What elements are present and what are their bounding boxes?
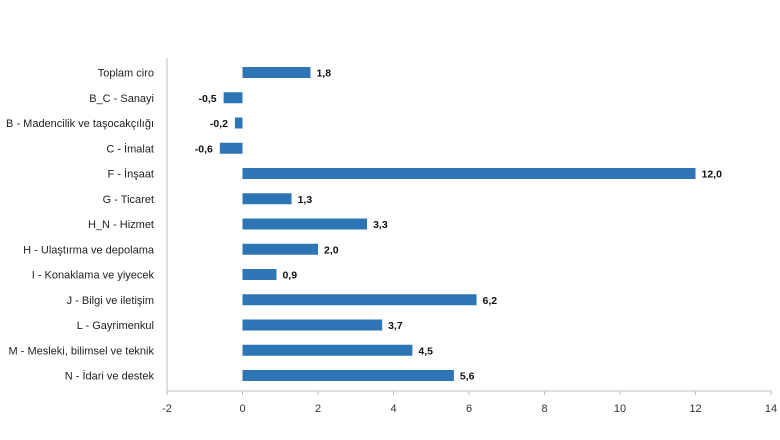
data-label: 3,7 [388, 320, 403, 332]
category-axis: Toplam ciro B_C - Sanayi B - Madencilik ve… [6, 58, 168, 391]
data-label: 0,9 [282, 270, 297, 282]
bar [242, 344, 413, 356]
x-tick-label: 4 [390, 403, 396, 415]
category-label: B_C - Sanayi [89, 93, 154, 105]
category-label: H - Ulaştırma ve depolama [23, 244, 155, 256]
bar [219, 142, 243, 154]
category-label: H_N - Hizmet [88, 219, 154, 231]
category-label: L - Gayrimenkul [77, 320, 154, 332]
bar [242, 370, 454, 381]
bar-series [219, 67, 696, 381]
data-label: 1,3 [298, 194, 313, 206]
data-label: 4,5 [418, 345, 433, 357]
bar [242, 67, 311, 78]
x-tick-label: 0 [239, 403, 245, 415]
x-tick-label: -2 [162, 403, 172, 415]
category-label: G - Ticaret [103, 194, 154, 206]
x-tick-label: 2 [315, 403, 321, 415]
bar [242, 294, 477, 306]
value-axis: -2 0 2 4 6 8 10 12 14 [162, 390, 777, 415]
data-label: 12,0 [702, 169, 723, 181]
bar [223, 92, 243, 104]
data-label: 2,0 [324, 244, 339, 256]
bar [234, 117, 243, 129]
x-tick-label: 8 [541, 403, 547, 415]
data-labels: 1,8 -0,5 -0,2 -0,6 12,0 1,3 3,3 2,0 0,9 6,2 3,7 4,5… [195, 68, 722, 383]
category-label: B - Madencilik ve taşocakçılığı [6, 118, 154, 130]
data-label: -0,2 [210, 118, 228, 130]
data-label: 3,3 [373, 219, 388, 231]
data-label: 1,8 [316, 68, 331, 80]
bar [242, 193, 292, 205]
bar [242, 269, 277, 280]
category-label: F - İnşaat [108, 168, 154, 181]
category-label: M - Mesleki, bilimsel ve teknik [9, 345, 155, 357]
category-label: C - İmalat [106, 142, 154, 155]
data-label: 5,6 [460, 371, 475, 383]
x-tick-label: 6 [466, 403, 472, 415]
category-label: Toplam ciro [98, 68, 154, 80]
bar [242, 168, 696, 179]
bar [242, 243, 318, 255]
x-tick-label: 12 [689, 403, 701, 415]
x-tick-label: 14 [765, 403, 777, 415]
category-label: N - İdari ve destek [65, 370, 155, 383]
bar [242, 319, 383, 331]
data-label: 6,2 [483, 295, 498, 307]
data-label: -0,5 [199, 93, 217, 105]
category-label: J - Bilgi ve iletişim [67, 295, 154, 307]
x-tick-label: 10 [614, 403, 626, 415]
data-label: -0,6 [195, 143, 213, 155]
bar [242, 218, 368, 230]
category-label: I - Konaklama ve yiyecek [32, 270, 155, 282]
